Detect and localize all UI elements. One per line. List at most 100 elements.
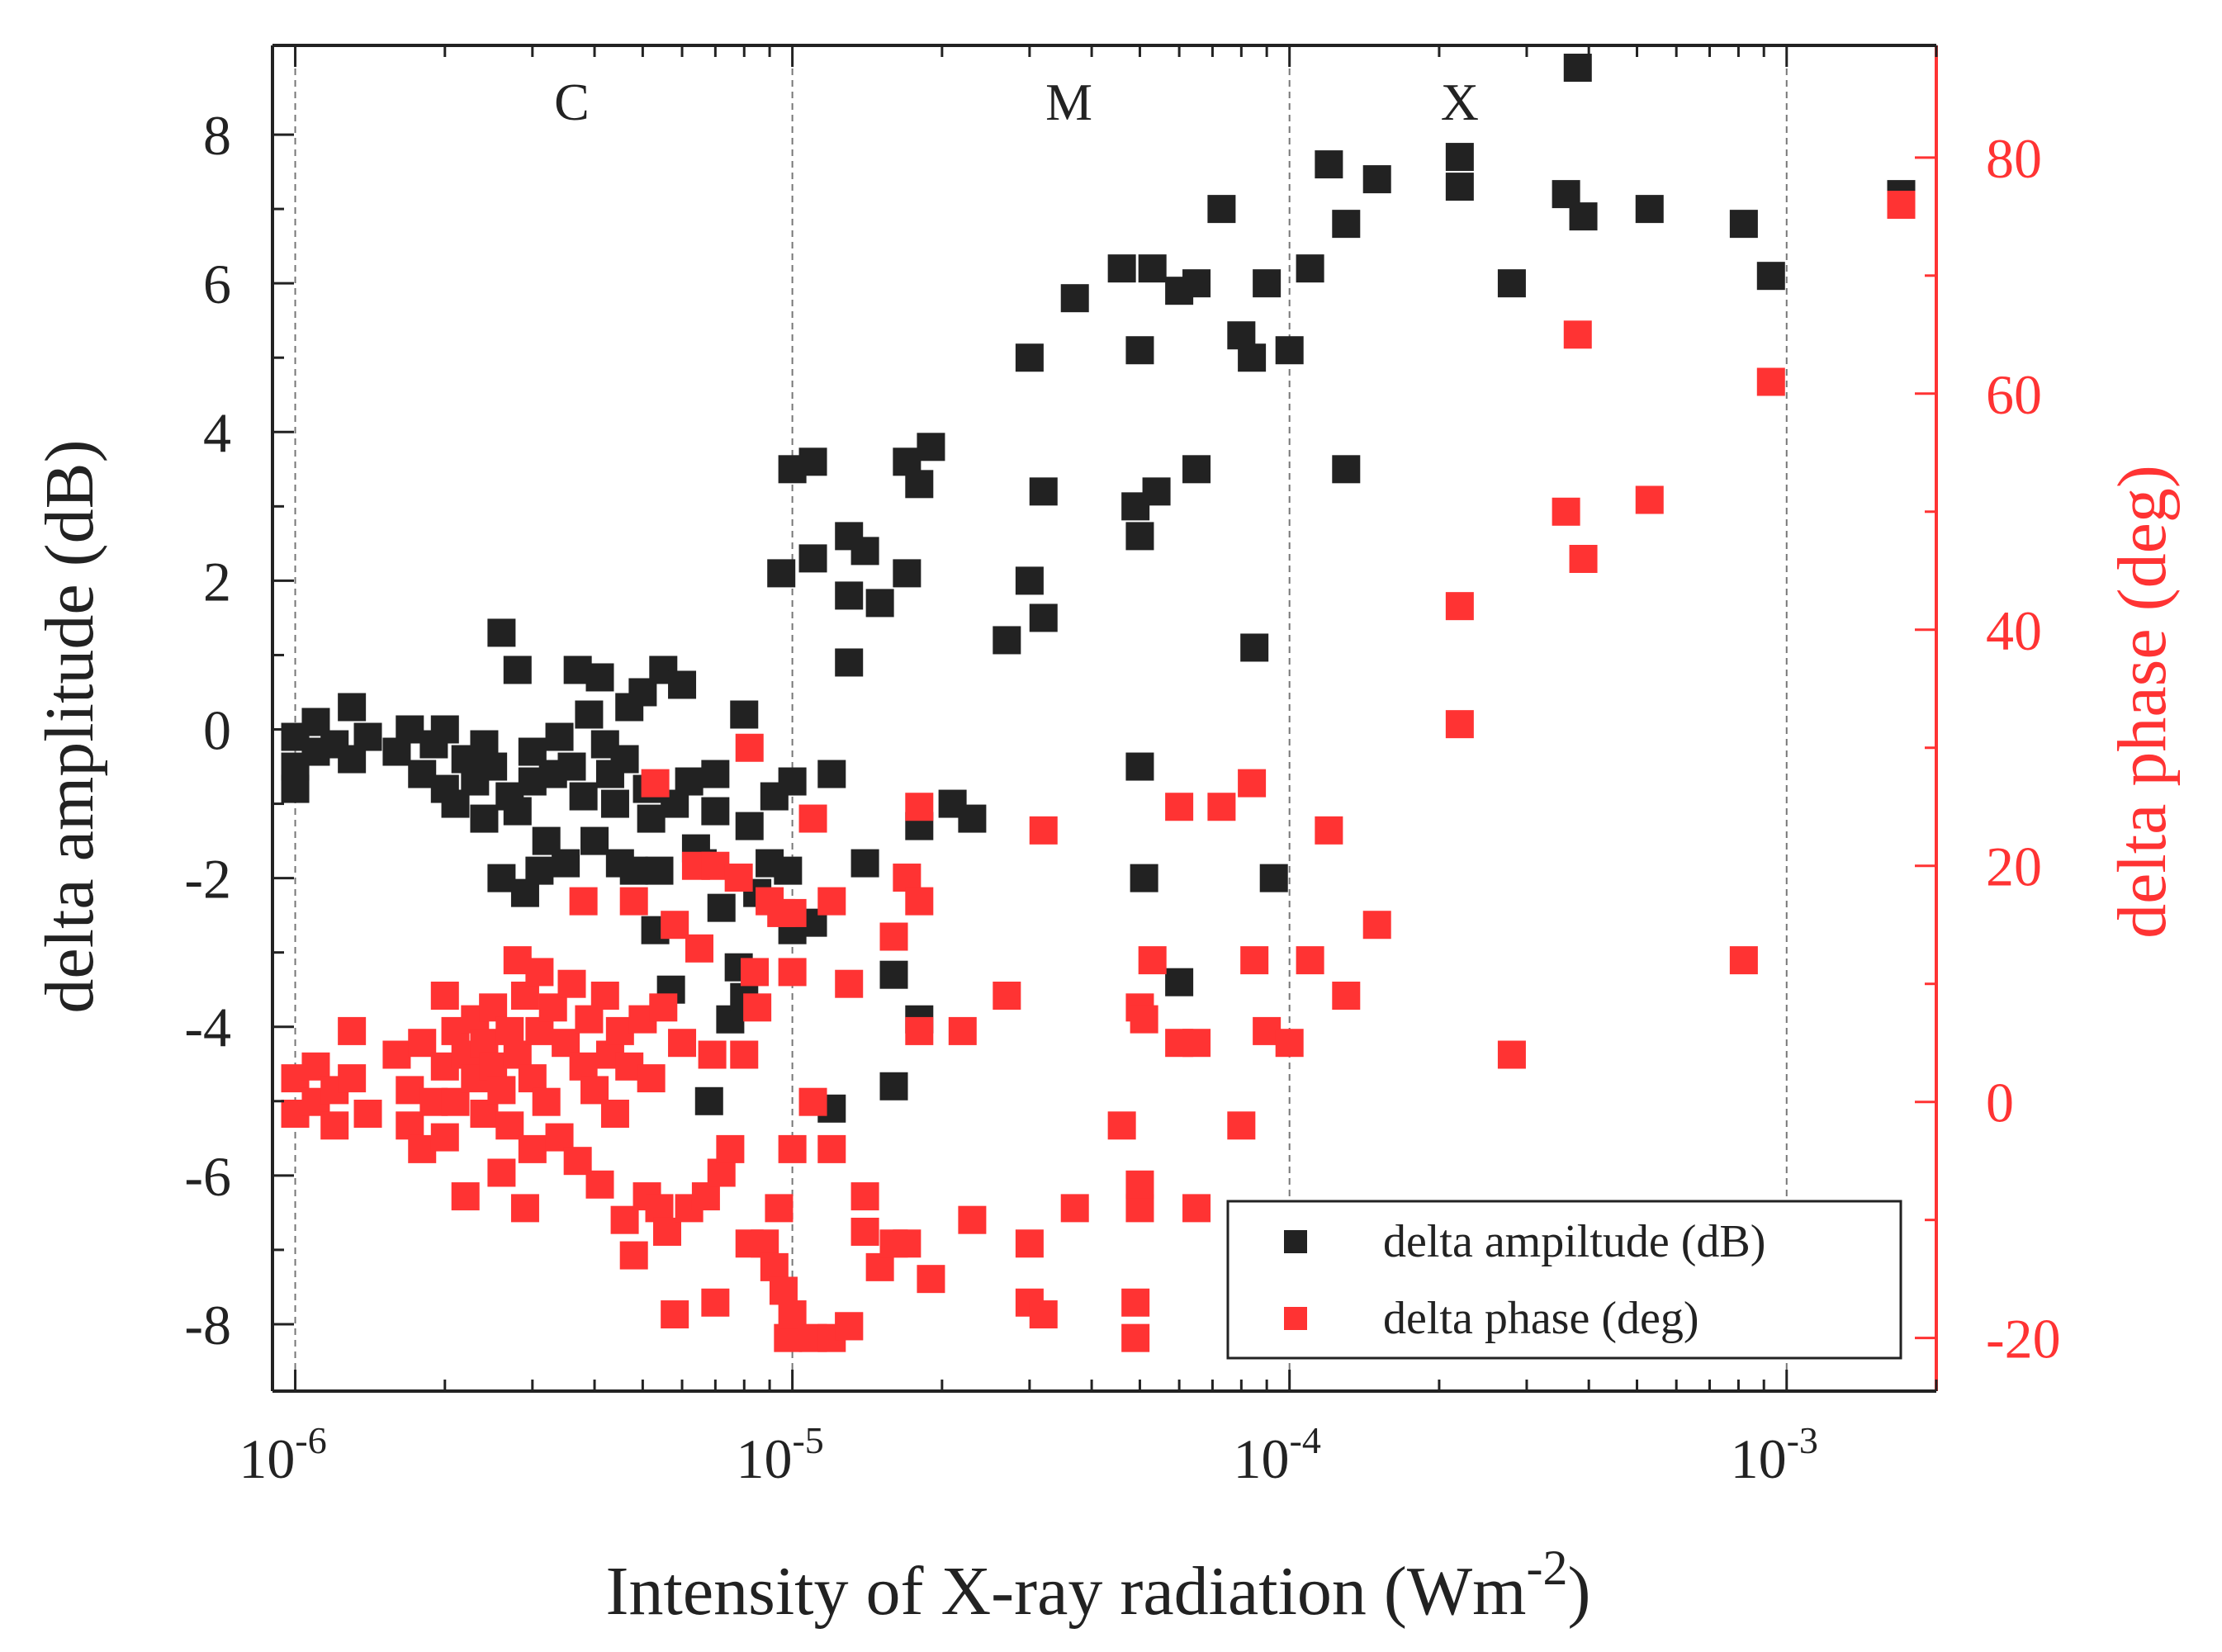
amplitude-point [610,745,639,774]
phase-point [1125,1170,1154,1199]
phase-point [569,887,598,916]
phase-point [701,1288,730,1317]
phase-point [563,1147,592,1176]
phase-point [760,1252,789,1281]
phase-point [698,1040,727,1069]
phase-point [619,887,648,916]
phase-point [707,1158,736,1187]
amplitude-point [1015,343,1044,372]
amplitude-point [817,760,846,788]
phase-point [1238,769,1267,798]
phase-point [1497,1040,1526,1069]
phase-point [580,1076,609,1105]
amplitude-point [645,856,674,885]
phase-point [893,1229,921,1258]
phase-point [1060,1194,1089,1223]
phase-point [769,1276,798,1305]
phase-point [850,1217,879,1246]
amplitude-point [637,804,666,833]
y-left-tick-label: -8 [184,1294,231,1356]
x-tick-label: 10-5 [736,1419,823,1490]
phase-point [1182,1194,1211,1223]
legend-box [1226,1200,1902,1360]
phase-point [835,1312,864,1341]
phase-point [552,1029,580,1058]
phase-point [495,1016,524,1045]
amplitude-point [850,849,879,878]
phase-point [338,1064,367,1093]
ticks: 10-6 10-5 10-4 10-386420-2-4-6-8806040200-2… [184,45,2061,1490]
class-label-x: X [1441,73,1479,131]
phase-point [905,1016,934,1045]
phase-point [1569,544,1598,573]
phase-point [778,898,807,927]
amplitude-point [1142,477,1171,506]
amplitude-point [993,626,1021,655]
phase-point [685,934,713,963]
phase-point [743,993,772,1022]
phase-point [569,1052,598,1081]
amplitude-point [1332,210,1361,239]
phase-point [1756,367,1785,396]
phase-point [353,1099,382,1128]
phase-point [1887,191,1916,220]
phase-point [774,1323,803,1352]
class-label-m: M [1045,73,1092,131]
amplitude-point [1253,269,1282,298]
phase-point [575,1005,604,1034]
phase-point [1729,946,1758,975]
amplitude-point [1497,269,1526,298]
phase-point [798,1087,827,1116]
phase-point [649,993,678,1022]
phase-point [1138,946,1167,975]
amplitude-point [1107,254,1136,283]
phase-point [1445,710,1474,739]
phase-point [600,1099,629,1128]
phase-point [778,1134,807,1163]
amplitude-point [850,537,879,566]
phase-point [1029,816,1058,845]
phase-point [1182,1029,1211,1058]
phase-point [893,864,921,892]
x-tick-label: 10-6 [239,1419,326,1490]
y-right-tick-label: 0 [1986,1072,2014,1134]
y-left-tick-label: -4 [184,996,231,1059]
amplitude-point [1563,54,1592,83]
phase-point [948,1016,977,1045]
y-left-tick-label: 0 [203,699,231,762]
axes [271,44,1938,1393]
amplitude-point [1332,455,1361,484]
amplitude-point [1125,336,1154,365]
phase-point [479,1052,508,1081]
y-left-tick-label: 4 [203,401,231,464]
y-left-tick-label: 6 [203,253,231,315]
amplitude-point [1756,262,1785,291]
phase-point [532,1087,561,1116]
amplitude-point [694,1086,723,1115]
phase-point [1207,793,1236,821]
amplitude-point [396,715,424,744]
x-tick-exponent: -6 [295,1419,326,1461]
amplitude-point [1165,968,1194,996]
phase-point [451,1182,480,1211]
phase-point [817,887,846,916]
y-left-tick-label: -2 [184,848,231,911]
y-right-tick-label: 20 [1986,835,2042,898]
amplitude-point [675,767,704,796]
phase-point [503,1040,532,1069]
amplitude-point [430,715,459,744]
phase-point [735,733,764,762]
phase-point [619,1241,648,1270]
legend-marker-amplitude [1284,1230,1307,1253]
phase-point [1125,1194,1154,1223]
amplitude-point [1315,150,1343,179]
amplitude-point [1125,522,1154,551]
phase-point [510,982,539,1011]
amplitude-point [1445,173,1474,201]
amplitude-point [1182,455,1211,484]
phase-point [510,1194,539,1223]
amplitude-point [1635,195,1664,224]
phase-point [557,969,586,998]
amplitude-point [545,722,574,751]
